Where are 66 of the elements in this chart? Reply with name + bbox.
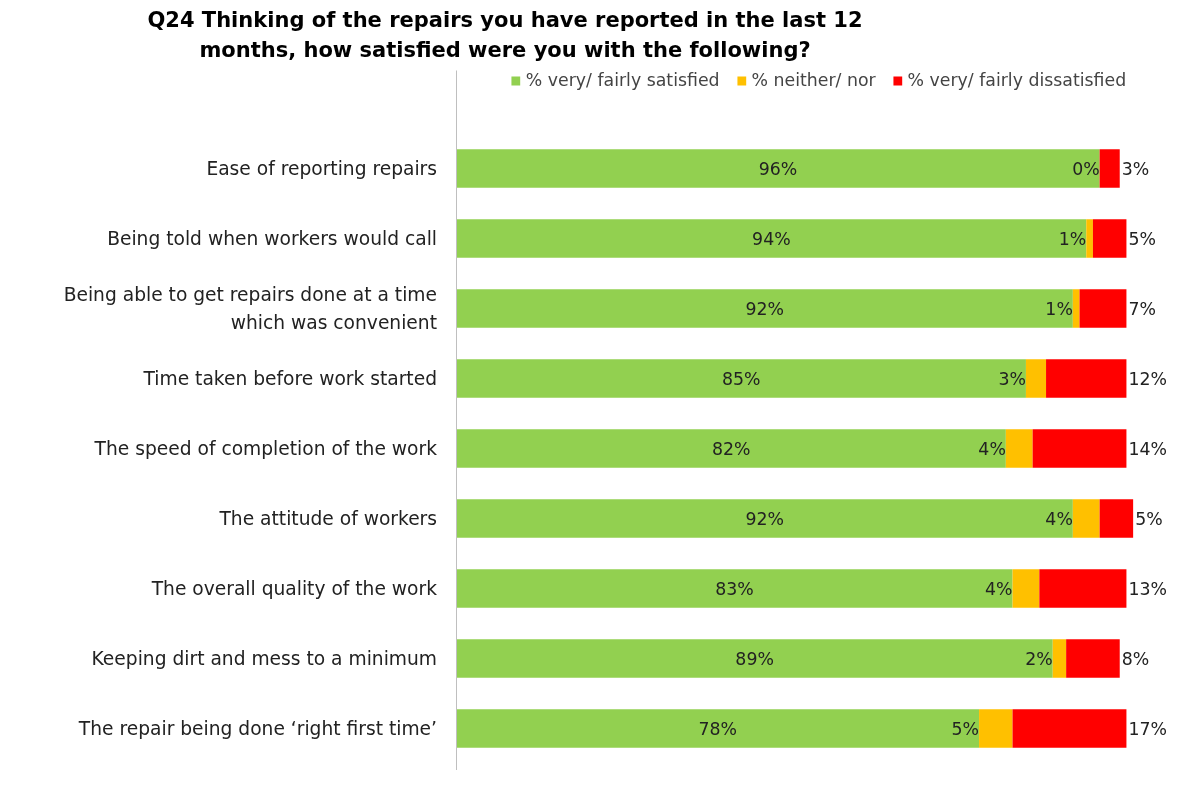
bar bbox=[1039, 569, 1127, 608]
data-label: 89% bbox=[735, 648, 774, 669]
y-tick-label: The speed of completion of the work bbox=[93, 438, 438, 459]
y-tick-label: Keeping dirt and mess to a minimum bbox=[91, 648, 438, 669]
data-label: 5% bbox=[1128, 228, 1156, 249]
bar bbox=[456, 569, 1013, 608]
data-label: 5% bbox=[951, 718, 980, 739]
bar bbox=[456, 149, 1100, 188]
legend-label: % very/ fairly satisfied bbox=[525, 70, 720, 90]
data-label: 13% bbox=[1128, 578, 1167, 599]
data-label: 3% bbox=[1121, 158, 1150, 179]
bar bbox=[979, 709, 1013, 748]
bar bbox=[1032, 429, 1127, 468]
y-tick-label: The attitude of workers bbox=[218, 508, 438, 529]
bar bbox=[1046, 359, 1127, 398]
bar bbox=[1086, 219, 1093, 258]
chart-title: Q24 Thinking of the repairs you have reported in the last 12 months, how satisfied were you with the following? bbox=[146, 7, 864, 64]
bar bbox=[456, 639, 1053, 678]
bar bbox=[456, 359, 1026, 398]
data-label: 92% bbox=[745, 508, 784, 529]
y-tick-label: The repair being done ‘right first time’ bbox=[77, 718, 438, 739]
bar bbox=[456, 219, 1087, 258]
bar bbox=[1012, 569, 1040, 608]
data-label: 96% bbox=[758, 158, 798, 179]
bar bbox=[1099, 149, 1120, 188]
bar bbox=[1066, 639, 1120, 678]
bar bbox=[1092, 219, 1127, 258]
data-label: 83% bbox=[715, 578, 754, 599]
bar bbox=[1079, 289, 1127, 328]
data-label: 4% bbox=[1045, 508, 1073, 529]
y-tick-label: Being told when workers would call bbox=[107, 228, 438, 249]
data-label: 17% bbox=[1128, 718, 1167, 739]
y-tick-label: Ease of reporting repairs bbox=[206, 158, 437, 179]
data-label: 8% bbox=[1121, 648, 1150, 669]
bar bbox=[1072, 289, 1080, 328]
y-tick-label: Time taken before work started bbox=[142, 368, 438, 389]
data-label: 1% bbox=[1058, 228, 1087, 249]
bar bbox=[456, 429, 1006, 468]
bar bbox=[1012, 709, 1127, 748]
y-tick-label: The overall quality of the work bbox=[150, 578, 438, 599]
bar bbox=[1072, 499, 1100, 538]
data-label: 12% bbox=[1128, 368, 1167, 389]
data-label: 82% bbox=[711, 438, 751, 459]
bar bbox=[1052, 639, 1067, 678]
bar bbox=[456, 709, 980, 748]
legend-label: % neither/ nor bbox=[751, 70, 876, 90]
data-label: 14% bbox=[1128, 438, 1167, 459]
bar bbox=[1025, 359, 1047, 398]
bar bbox=[1005, 429, 1033, 468]
data-label: 78% bbox=[698, 718, 738, 739]
data-label: 3% bbox=[998, 368, 1026, 389]
data-label: 4% bbox=[978, 438, 1006, 459]
data-label: 1% bbox=[1045, 298, 1073, 319]
data-label: 85% bbox=[721, 368, 761, 389]
data-label: 94% bbox=[752, 228, 791, 249]
data-label: 5% bbox=[1135, 508, 1163, 529]
bar bbox=[1099, 499, 1134, 538]
legend-label: % very/ fairly dissatisfied bbox=[907, 70, 1127, 90]
data-label: 0% bbox=[1072, 158, 1100, 179]
data-label: 7% bbox=[1128, 298, 1156, 319]
data-label: 4% bbox=[985, 578, 1013, 599]
data-label: 92% bbox=[745, 298, 784, 319]
y-tick-label: Being able to get repairs done at a time which was convenient bbox=[63, 284, 438, 333]
data-label: 2% bbox=[1025, 648, 1053, 669]
bar bbox=[456, 499, 1073, 538]
bar bbox=[456, 289, 1073, 328]
